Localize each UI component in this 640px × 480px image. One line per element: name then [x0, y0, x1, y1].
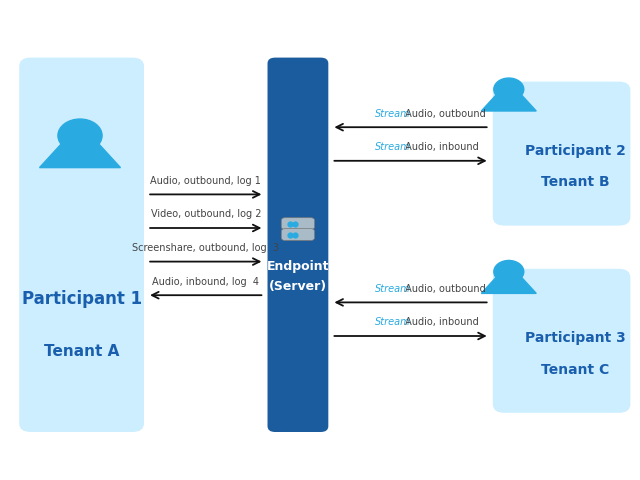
- Text: Audio, inbound, log  4: Audio, inbound, log 4: [152, 276, 259, 287]
- FancyBboxPatch shape: [282, 228, 315, 240]
- Text: Tenant B: Tenant B: [541, 175, 610, 190]
- Circle shape: [494, 261, 524, 283]
- FancyBboxPatch shape: [282, 218, 315, 229]
- Text: Tenant A: Tenant A: [44, 344, 119, 359]
- Text: Stream: Stream: [375, 108, 411, 119]
- Text: Audio, outbound: Audio, outbound: [402, 108, 486, 119]
- Circle shape: [58, 119, 102, 152]
- Text: Stream: Stream: [375, 284, 411, 294]
- FancyBboxPatch shape: [493, 269, 630, 413]
- FancyBboxPatch shape: [493, 82, 630, 226]
- Text: Audio, outbound, log 1: Audio, outbound, log 1: [150, 176, 261, 186]
- Polygon shape: [40, 141, 120, 168]
- FancyBboxPatch shape: [268, 58, 328, 432]
- Text: Participant 2: Participant 2: [525, 144, 626, 158]
- Text: Participant 3: Participant 3: [525, 331, 626, 345]
- Circle shape: [494, 78, 524, 100]
- Text: Stream: Stream: [375, 317, 411, 327]
- FancyBboxPatch shape: [19, 58, 144, 432]
- Text: (Server): (Server): [269, 279, 327, 293]
- Text: Screenshare, outbound, log  3: Screenshare, outbound, log 3: [132, 243, 279, 253]
- Polygon shape: [481, 93, 536, 111]
- Text: Tenant C: Tenant C: [541, 362, 609, 377]
- Text: Audio, inbound: Audio, inbound: [402, 142, 479, 152]
- Text: Video, outbound, log 2: Video, outbound, log 2: [150, 209, 261, 219]
- Text: Endpoint: Endpoint: [267, 260, 329, 274]
- Text: Audio, outbound: Audio, outbound: [402, 284, 486, 294]
- Text: Participant 1: Participant 1: [22, 290, 141, 308]
- Text: Stream: Stream: [375, 142, 411, 152]
- Polygon shape: [481, 276, 536, 293]
- Text: Audio, inbound: Audio, inbound: [402, 317, 479, 327]
